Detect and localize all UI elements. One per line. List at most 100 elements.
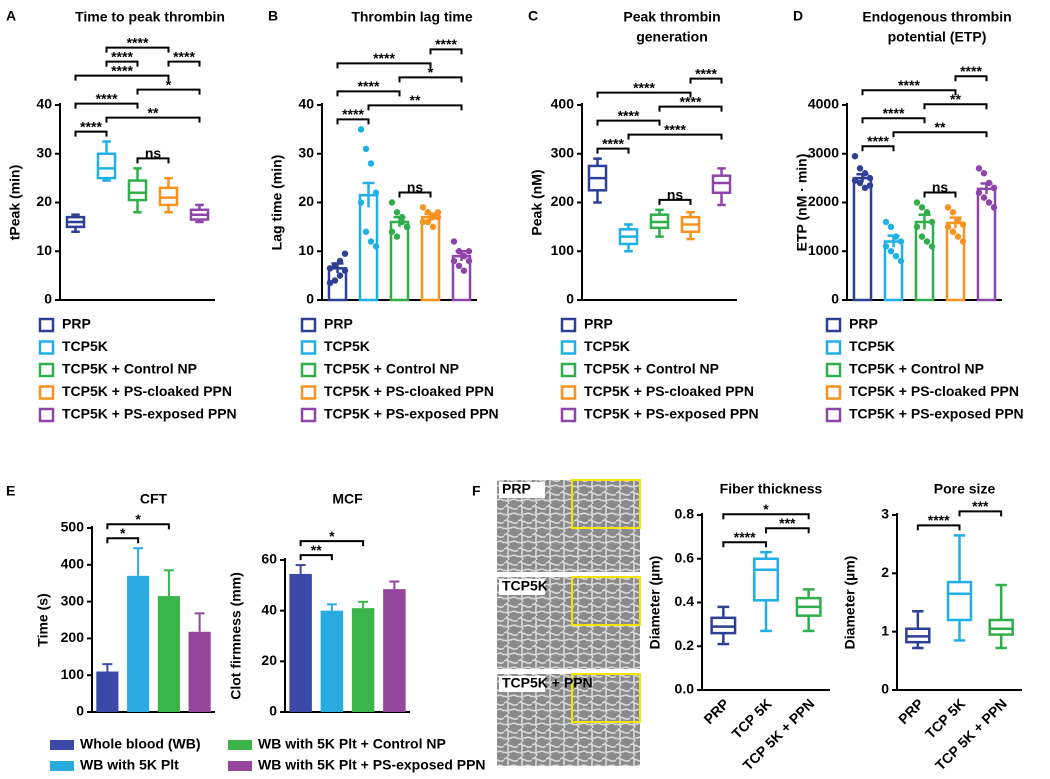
data-point [424,209,432,216]
significance-bracket [429,48,463,55]
data-point [450,257,458,265]
bar [852,176,873,302]
y-axis-label: Time (s) [35,593,51,646]
y-tick-label: 100 [551,242,575,258]
significance-bracket [74,130,108,137]
significance-bracket [299,554,333,561]
y-tick-label: 2000 [808,193,839,209]
significance-label: * [763,501,769,517]
panel-letter: F [472,483,481,499]
bar [420,215,441,302]
data-point [367,160,375,167]
bar [945,221,966,302]
bar [383,589,406,712]
significance-label: ns [932,179,949,195]
data-point [434,209,442,216]
significance-bracket [627,133,723,140]
significance-label: ** [935,119,946,135]
bar [914,220,935,302]
legend-swatch [300,362,317,378]
legend-swatch [38,407,55,423]
data-point [388,199,396,206]
bar [289,573,312,712]
data-point [851,152,859,160]
y-tick-label: 200 [61,629,85,645]
box [946,580,973,622]
significance-bracket [596,91,692,98]
significance-label: **** [111,62,133,78]
significance-label: *** [972,498,989,514]
x-tick-label: TCP 5K + PPN [932,695,1010,773]
y-tick-label: 1000 [808,242,839,258]
y-tick-label: 0 [306,291,314,307]
data-point [975,165,983,172]
significance-bracket [689,77,723,84]
significance-bracket [765,527,810,534]
data-point [928,218,936,226]
significance-label: *** [779,515,796,531]
significance-bracket [916,524,961,531]
significance-bracket [336,62,432,69]
data-point [372,243,380,250]
chart-title: Thrombin lag time [351,9,473,25]
data-point [882,218,890,226]
significance-bracket [954,75,988,82]
legend-swatch [38,362,55,378]
significance-bracket [923,103,988,110]
data-point [331,277,339,284]
significance-bracket [336,90,401,97]
significance-bracket [722,513,810,520]
significance-label: **** [695,65,717,81]
data-point [357,126,365,133]
chart-title: potential (ETP) [888,29,987,45]
data-point [897,257,905,265]
significance-bracket [861,145,895,152]
data-point [460,252,468,260]
y-tick-label: 40 [261,601,277,617]
y-axis-label: Clot firmness (mm) [228,572,244,700]
legend-swatch [560,340,577,355]
y-tick-label: 3 [881,506,889,522]
significance-bracket [105,60,139,67]
legend-label: TCP5K + PS-exposed PPN [849,406,1024,422]
y-tick-label: 20 [298,193,314,209]
y-tick-label: 40 [298,96,314,112]
legend-swatch [38,317,55,333]
legend-swatch [38,385,55,400]
y-tick-label: 60 [261,551,277,567]
data-point [372,189,380,196]
significance-label: * [120,525,126,541]
chart-title: generation [636,29,708,45]
legend-swatch [560,385,577,400]
significance-bracket [596,119,661,126]
data-point [403,223,411,231]
data-point [455,262,463,270]
y-tick-label: 300 [61,592,85,608]
significance-label: **** [373,50,395,66]
data-point [923,238,931,245]
legend-label: TCP5K + PS-cloaked PPN [584,383,754,399]
data-point [465,248,473,255]
panel-letter: E [6,483,15,499]
significance-label: **** [664,121,686,137]
y-tick-label: 300 [551,144,575,160]
y-axis-label: tPeak (min) [7,165,23,240]
data-point [398,213,406,221]
data-point [419,218,427,226]
image-label: TCP5K + PPN [502,675,593,691]
data-point [959,238,967,245]
data-point [465,257,473,265]
data-point [393,233,401,240]
data-point [367,238,375,245]
data-point [393,209,401,216]
panel-letter: D [793,8,803,24]
data-point [990,184,998,192]
significance-label: **** [111,48,133,64]
x-tick-label: PRP [895,695,927,727]
data-point [866,174,874,182]
significance-label: **** [342,106,364,122]
significance-label: ** [148,104,159,120]
significance-bracket [336,118,370,125]
significance-label: ** [311,542,322,558]
data-point [429,223,437,231]
